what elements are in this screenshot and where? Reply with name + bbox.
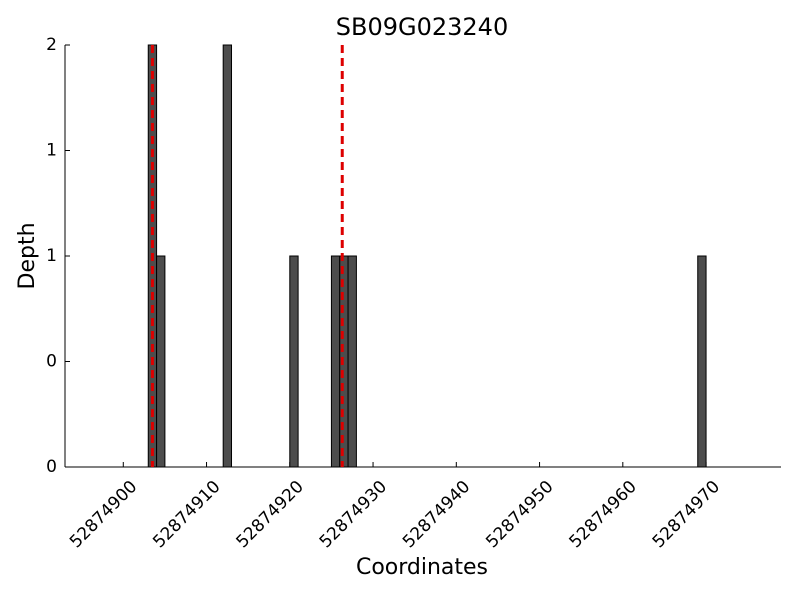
x-tick-label: 52874920 — [232, 477, 307, 552]
bar — [222, 44, 233, 468]
bar — [697, 255, 707, 468]
x-axis-label: Coordinates — [356, 555, 488, 580]
x-tick-label: 52874900 — [66, 477, 141, 552]
x-tick-label: 52874960 — [566, 477, 641, 552]
x-tick-label: 52874910 — [149, 477, 224, 552]
x-tick-label: 52874970 — [649, 477, 724, 552]
y-tick-label: 1 — [46, 246, 57, 266]
chart-title: SB09G023240 — [336, 13, 508, 41]
y-axis-label: Depth — [15, 222, 40, 289]
y-tick-label: 1 — [46, 141, 57, 161]
x-tick-label: 52874940 — [399, 477, 474, 552]
y-tick-label: 0 — [46, 457, 57, 477]
y-tick-label: 2 — [46, 35, 57, 55]
y-tick-label: 0 — [46, 352, 57, 372]
bar — [330, 255, 341, 468]
x-tick-label: 52874930 — [316, 477, 391, 552]
bar — [156, 255, 166, 468]
bar — [347, 255, 357, 468]
bar — [289, 255, 299, 468]
x-tick-label: 52874950 — [482, 477, 557, 552]
